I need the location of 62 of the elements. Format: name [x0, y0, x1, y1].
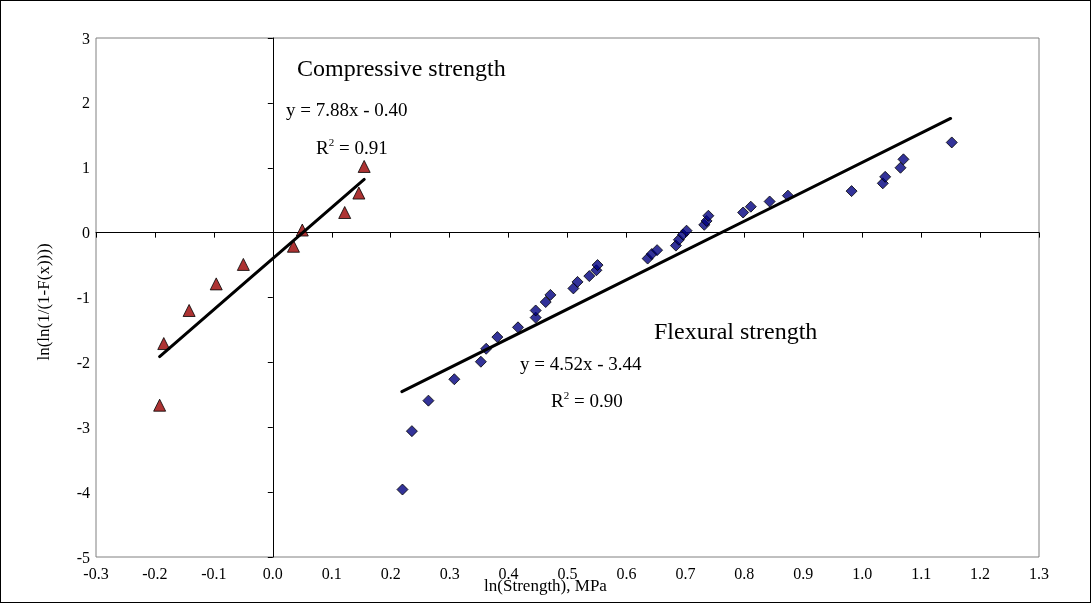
y-tick-label: 3 [82, 29, 90, 47]
point [405, 425, 418, 438]
y-tick-label: -1 [76, 289, 90, 306]
point [182, 303, 196, 317]
annotation: y = 4.52x - 3.44 [520, 352, 643, 374]
point [744, 200, 757, 213]
point [571, 275, 584, 288]
x-tick-label: 0.3 [439, 564, 460, 582]
point [529, 304, 542, 317]
point [153, 398, 167, 412]
point [422, 394, 435, 407]
point [236, 257, 250, 271]
point [591, 259, 604, 272]
x-tick-label: 1.3 [1029, 564, 1049, 582]
x-tick-label: 1.0 [852, 564, 873, 582]
x-tick-label: 0.7 [675, 564, 696, 582]
point [651, 244, 664, 257]
point [702, 209, 715, 222]
x-tick-label: -0.3 [83, 564, 109, 582]
point [894, 161, 907, 174]
y-tick-label: -4 [76, 483, 90, 501]
point [945, 136, 958, 149]
point [680, 224, 693, 237]
point [209, 277, 223, 291]
y-tick-label: -3 [76, 418, 90, 436]
point [544, 288, 557, 301]
point [763, 195, 776, 208]
x-tick-label: -0.2 [142, 564, 168, 582]
point [286, 239, 300, 253]
x-tick-label: 0.8 [734, 564, 755, 582]
y-axis-title: ln(ln(1/(1-F(x)))) [33, 243, 53, 361]
x-tick-label: 1.2 [970, 564, 991, 582]
point [897, 153, 910, 166]
y-tick-label: -5 [76, 548, 90, 566]
point [583, 270, 596, 283]
point [879, 170, 892, 183]
point [511, 321, 524, 334]
annotation: y = 7.88x - 0.40 [286, 98, 408, 120]
point [357, 159, 371, 173]
y-tick-label: -2 [76, 353, 90, 371]
x-tick-label: 1.1 [911, 564, 932, 582]
point [352, 186, 366, 200]
point [448, 373, 461, 386]
x-tick-label: 0.0 [262, 564, 283, 582]
y-tick-label: 2 [82, 94, 90, 112]
x-tick-label: -0.1 [201, 564, 227, 582]
annotation: Compressive strength [297, 55, 506, 81]
x-tick-label: 0.6 [616, 564, 637, 582]
annotation: Flexural strength [654, 318, 818, 344]
point [567, 282, 580, 295]
x-tick-label: 0.1 [321, 564, 342, 582]
point [474, 355, 487, 368]
x-tick-label: 0.2 [380, 564, 401, 582]
y-tick-label: 1 [82, 159, 90, 177]
point [491, 331, 504, 344]
point [396, 483, 409, 496]
x-tick-label: 0.9 [793, 564, 814, 582]
y-tick-label: 0 [82, 224, 90, 242]
point [737, 206, 750, 219]
point [845, 185, 858, 198]
point [539, 296, 552, 309]
point [338, 206, 352, 220]
